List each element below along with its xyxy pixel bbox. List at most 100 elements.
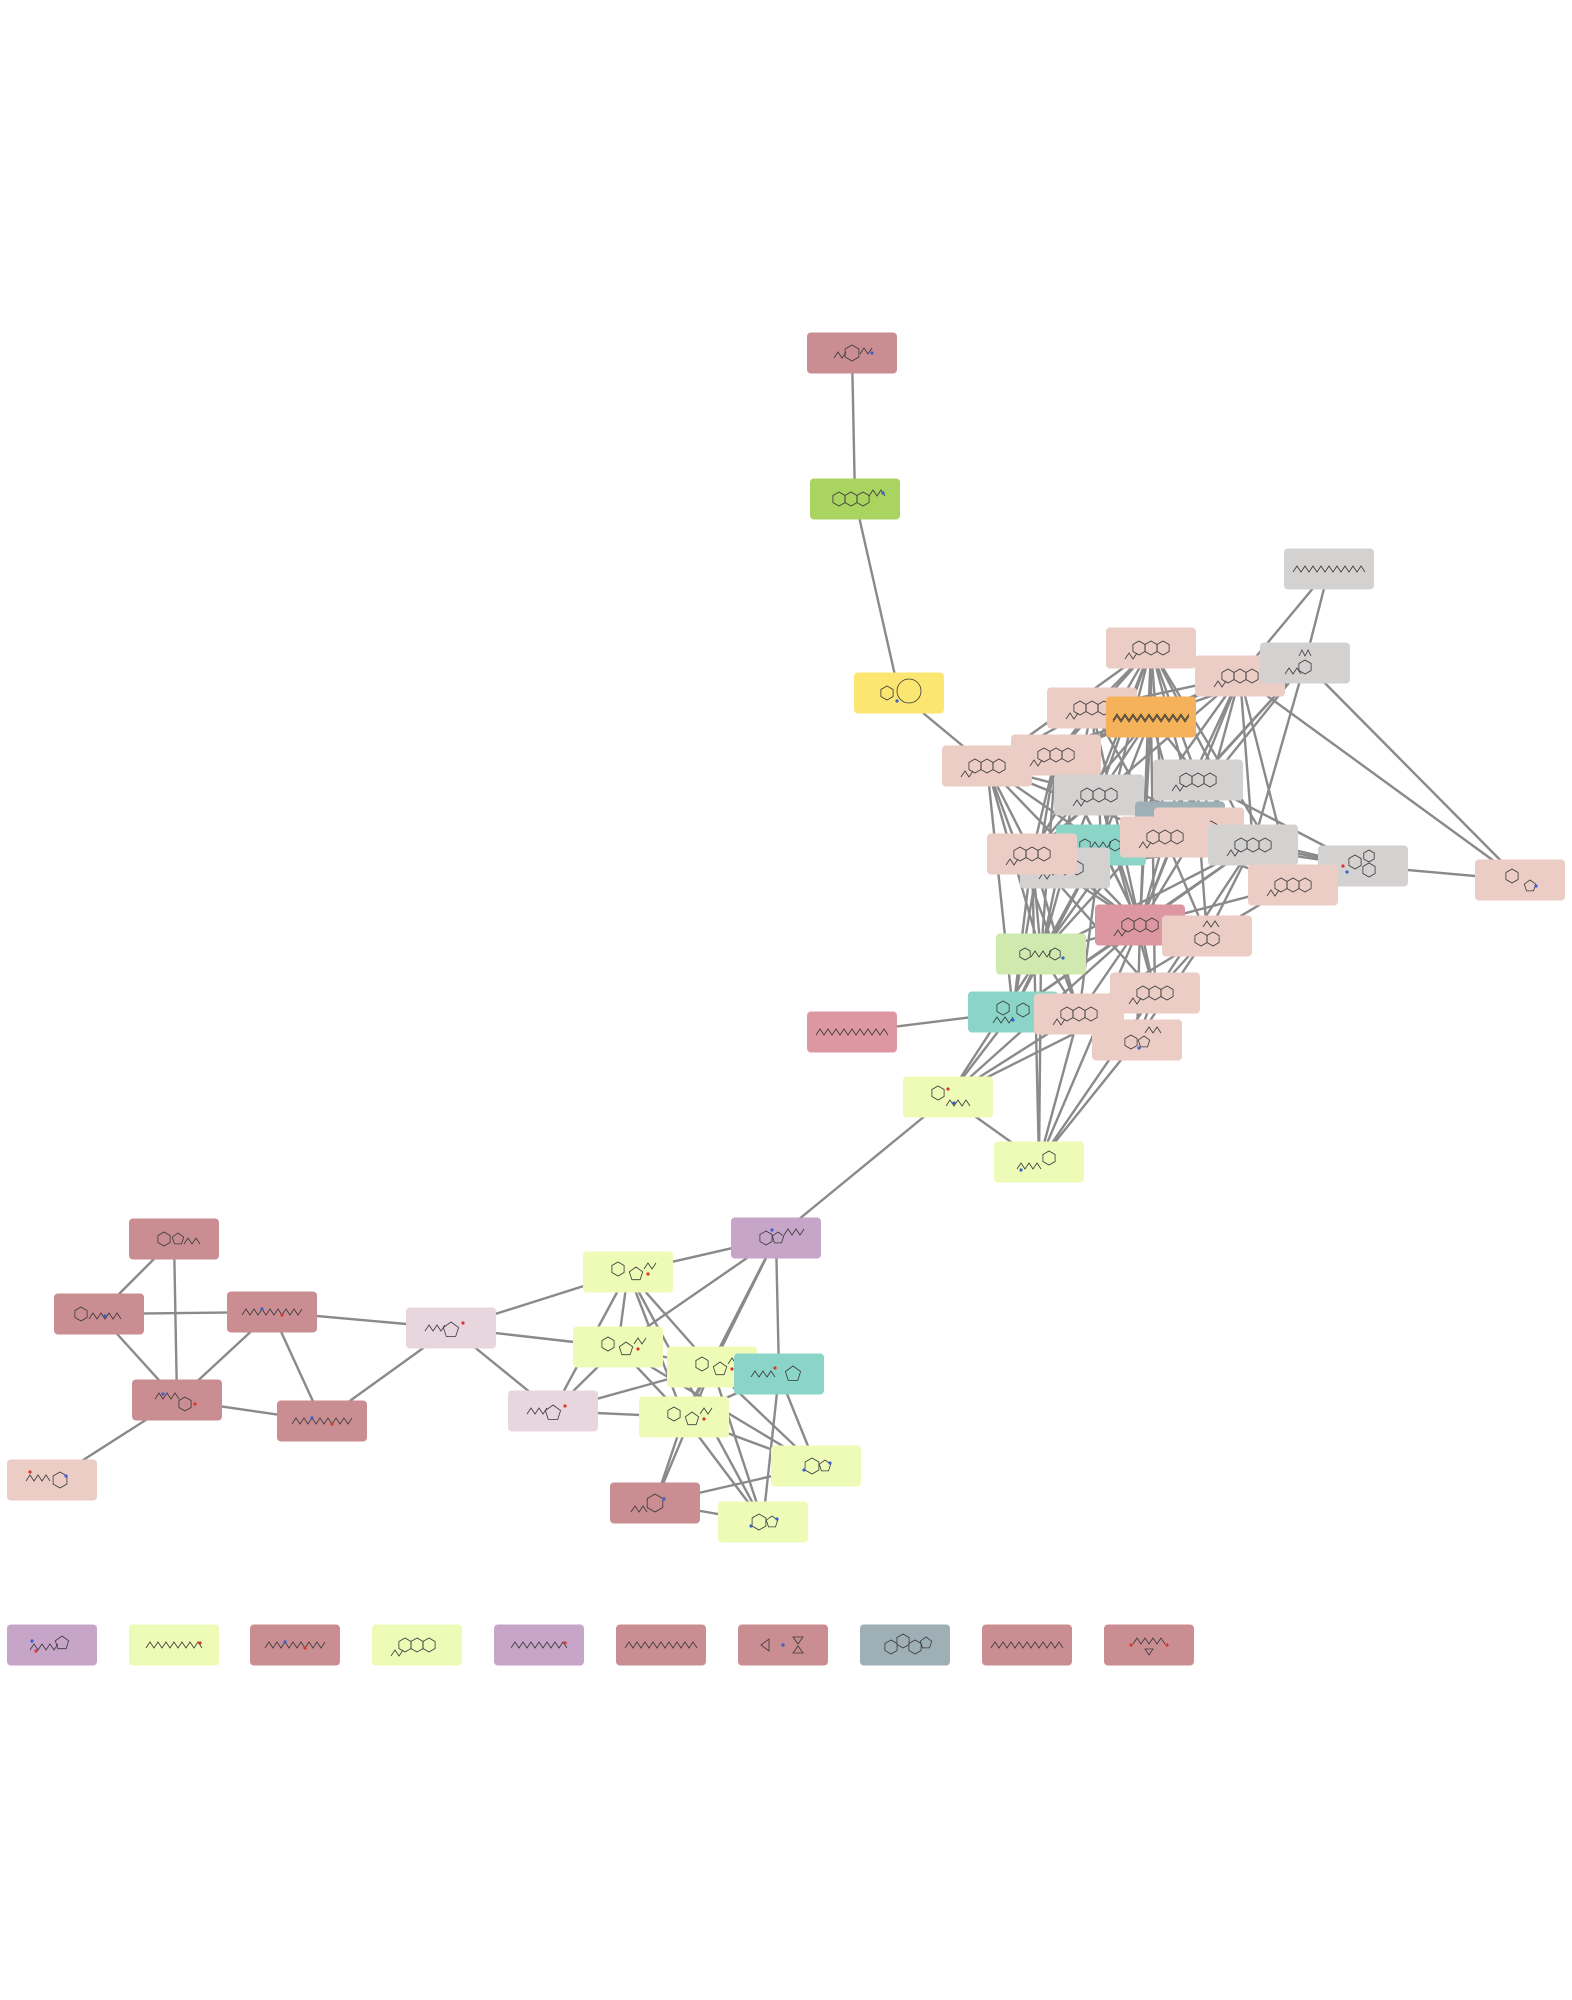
molecule-nucleoside-icon bbox=[601, 1336, 647, 1356]
edge-n24-n33 bbox=[1037, 924, 1142, 1163]
molecule-node-n10[interactable] bbox=[942, 745, 1032, 787]
molecule-node-n48[interactable] bbox=[132, 1379, 222, 1421]
molecule-node-n33[interactable] bbox=[994, 1141, 1084, 1183]
molecule-node-n38[interactable] bbox=[734, 1353, 824, 1395]
molecule-polycyclic-icon bbox=[1113, 917, 1159, 937]
molecule-node-n50[interactable] bbox=[7, 1459, 97, 1501]
molecule-biaryl-icon bbox=[1505, 868, 1538, 892]
molecule-node-n2[interactable] bbox=[810, 478, 900, 520]
molecule-node-n23[interactable] bbox=[1248, 864, 1338, 906]
molecule-hydrazone-icon bbox=[931, 1085, 971, 1107]
molecule-node-n3[interactable] bbox=[854, 672, 944, 714]
molecule-long-chain-icon bbox=[1292, 565, 1366, 573]
node-card bbox=[1153, 759, 1243, 801]
node-card bbox=[771, 1445, 861, 1487]
molecule-nucleoside-icon bbox=[667, 1406, 713, 1426]
molecule-branched-icon bbox=[1284, 649, 1312, 675]
molecule-node-n42[interactable] bbox=[771, 1445, 861, 1487]
edge-n26-n33 bbox=[1037, 953, 1043, 1163]
molecule-node-i7[interactable] bbox=[738, 1624, 828, 1666]
node-card bbox=[1260, 642, 1350, 684]
molecule-node-n49[interactable] bbox=[277, 1400, 367, 1442]
molecule-node-n31[interactable] bbox=[807, 1011, 897, 1053]
node-card bbox=[7, 1624, 97, 1666]
edge-n2-n3 bbox=[853, 498, 901, 694]
molecule-node-i5[interactable] bbox=[494, 1624, 584, 1666]
molecule-node-n13[interactable] bbox=[1153, 759, 1243, 801]
node-card bbox=[1011, 734, 1101, 776]
molecule-node-n7[interactable] bbox=[1260, 642, 1350, 684]
node-card bbox=[1104, 1624, 1194, 1666]
molecule-node-n4[interactable] bbox=[1284, 548, 1374, 590]
molecule-node-n34[interactable] bbox=[731, 1217, 821, 1259]
molecule-node-n39[interactable] bbox=[639, 1396, 729, 1438]
molecule-sugar-icon bbox=[424, 1321, 465, 1337]
edge-n45-n48 bbox=[172, 1238, 179, 1401]
molecule-spiro-icon bbox=[157, 1231, 201, 1247]
molecule-node-n44[interactable] bbox=[718, 1501, 808, 1543]
molecule-node-n45[interactable] bbox=[129, 1218, 219, 1260]
molecule-node-n41[interactable] bbox=[508, 1390, 598, 1432]
molecule-pyrimidine-icon bbox=[630, 1493, 666, 1513]
molecule-macrocycle-icon bbox=[880, 678, 922, 704]
node-card bbox=[1054, 774, 1144, 816]
molecule-node-i2[interactable] bbox=[129, 1624, 219, 1666]
molecule-peptide-icon bbox=[291, 1416, 353, 1426]
molecule-node-n25[interactable] bbox=[1162, 915, 1252, 957]
node-card bbox=[982, 1624, 1072, 1666]
molecule-node-n20[interactable] bbox=[987, 833, 1077, 875]
molecule-node-n43[interactable] bbox=[610, 1482, 700, 1524]
node-card bbox=[987, 833, 1077, 875]
molecule-node-i4[interactable] bbox=[372, 1624, 462, 1666]
molecule-node-n36[interactable] bbox=[573, 1326, 663, 1368]
molecule-guanidine-icon bbox=[1016, 1150, 1056, 1172]
molecule-node-n11[interactable] bbox=[1011, 734, 1101, 776]
molecule-node-n26[interactable] bbox=[996, 933, 1086, 975]
molecule-node-i8[interactable] bbox=[860, 1624, 950, 1666]
molecule-node-n32[interactable] bbox=[903, 1076, 993, 1118]
molecule-polycyclic-icon bbox=[1266, 877, 1312, 897]
node-card bbox=[942, 745, 1032, 787]
molecule-node-n19[interactable] bbox=[1208, 824, 1298, 866]
molecule-node-n47[interactable] bbox=[227, 1291, 317, 1333]
molecule-peptide-icon bbox=[241, 1307, 303, 1317]
node-card bbox=[718, 1501, 808, 1543]
edge-layer bbox=[51, 352, 1521, 1524]
molecule-node-i6[interactable] bbox=[616, 1624, 706, 1666]
node-card bbox=[129, 1624, 219, 1666]
molecule-purine-chain-icon bbox=[759, 1228, 805, 1246]
molecule-node-i9[interactable] bbox=[982, 1624, 1072, 1666]
edge-n7-n22 bbox=[1304, 662, 1521, 881]
molecule-node-n27[interactable] bbox=[1110, 972, 1200, 1014]
isolated-node-row bbox=[7, 1624, 1194, 1666]
molecule-node-n22[interactable] bbox=[1475, 859, 1565, 901]
molecule-node-n1[interactable] bbox=[807, 332, 897, 374]
molecule-node-n30[interactable] bbox=[1092, 1019, 1182, 1061]
molecule-node-n17[interactable] bbox=[1120, 816, 1210, 858]
edge-n29-n33 bbox=[1037, 1013, 1081, 1163]
molecule-polycyclic-icon bbox=[1005, 846, 1051, 866]
molecule-node-n12[interactable] bbox=[1054, 774, 1144, 816]
molecule-node-n46[interactable] bbox=[54, 1293, 144, 1335]
molecule-node-n5[interactable] bbox=[1106, 627, 1196, 669]
node-card bbox=[573, 1326, 663, 1368]
edge-n6-n19 bbox=[1238, 675, 1255, 846]
molecule-node-i10[interactable] bbox=[1104, 1624, 1194, 1666]
molecule-node-i1[interactable] bbox=[7, 1624, 97, 1666]
molecule-polyhalogenated-icon bbox=[833, 344, 874, 362]
molecule-node-n9[interactable] bbox=[1106, 696, 1196, 738]
molecule-node-n35[interactable] bbox=[583, 1251, 673, 1293]
node-card bbox=[616, 1624, 706, 1666]
molecule-long-chain-icon bbox=[624, 1641, 698, 1649]
node-card bbox=[807, 1011, 897, 1053]
node-layer bbox=[7, 332, 1565, 1543]
node-card bbox=[1106, 627, 1196, 669]
node-card bbox=[406, 1307, 496, 1349]
node-card bbox=[1110, 972, 1200, 1014]
molecule-node-n40[interactable] bbox=[406, 1307, 496, 1349]
molecule-node-n21[interactable] bbox=[1318, 845, 1408, 887]
edge-n38-n44 bbox=[761, 1373, 781, 1523]
node-card bbox=[129, 1218, 219, 1260]
molecule-node-i3[interactable] bbox=[250, 1624, 340, 1666]
molecule-peptide-icon bbox=[264, 1640, 326, 1650]
